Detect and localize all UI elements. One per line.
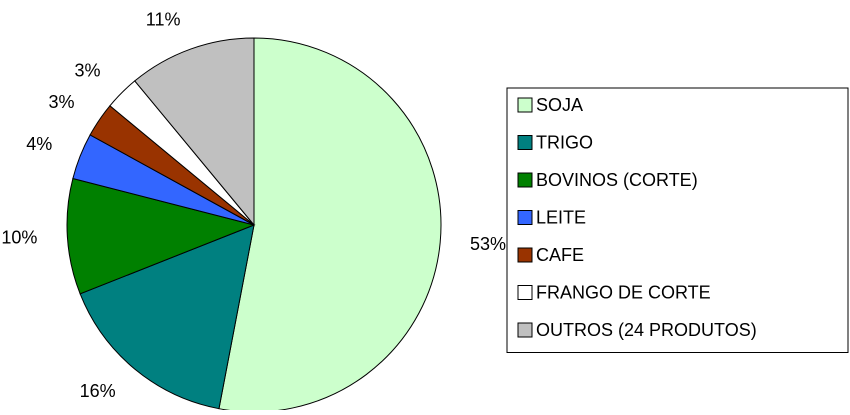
legend-swatch [517, 322, 533, 338]
legend-swatch [517, 135, 533, 150]
data-label: 3% [49, 92, 75, 112]
legend-label: SOJA [536, 95, 583, 115]
pie-slice [218, 37, 442, 413]
legend-swatch [517, 247, 533, 263]
legend-swatch [517, 210, 533, 225]
data-label: 11% [146, 10, 181, 30]
legend-swatch [517, 172, 533, 188]
data-label: 10% [1, 227, 37, 247]
data-label: 3% [75, 60, 101, 80]
pie-slice [79, 224, 255, 410]
legend-swatch [517, 97, 533, 113]
legend-label: OUTROS (24 PRODUTOS) [536, 320, 757, 340]
legend-label: CAFE [536, 245, 584, 265]
pie-slice [134, 37, 255, 227]
legend-label: FRANGO DE CORTE [536, 282, 711, 302]
pie-slice [66, 177, 256, 295]
data-label: 53% [470, 234, 506, 254]
data-label: 4% [26, 134, 52, 154]
legend-swatch [517, 285, 533, 300]
data-label: 16% [80, 381, 116, 401]
legend-box [506, 87, 849, 353]
legend-label: LEITE [536, 207, 586, 227]
legend-label: BOVINOS (CORTE) [536, 170, 698, 190]
legend-label: TRIGO [536, 132, 593, 152]
